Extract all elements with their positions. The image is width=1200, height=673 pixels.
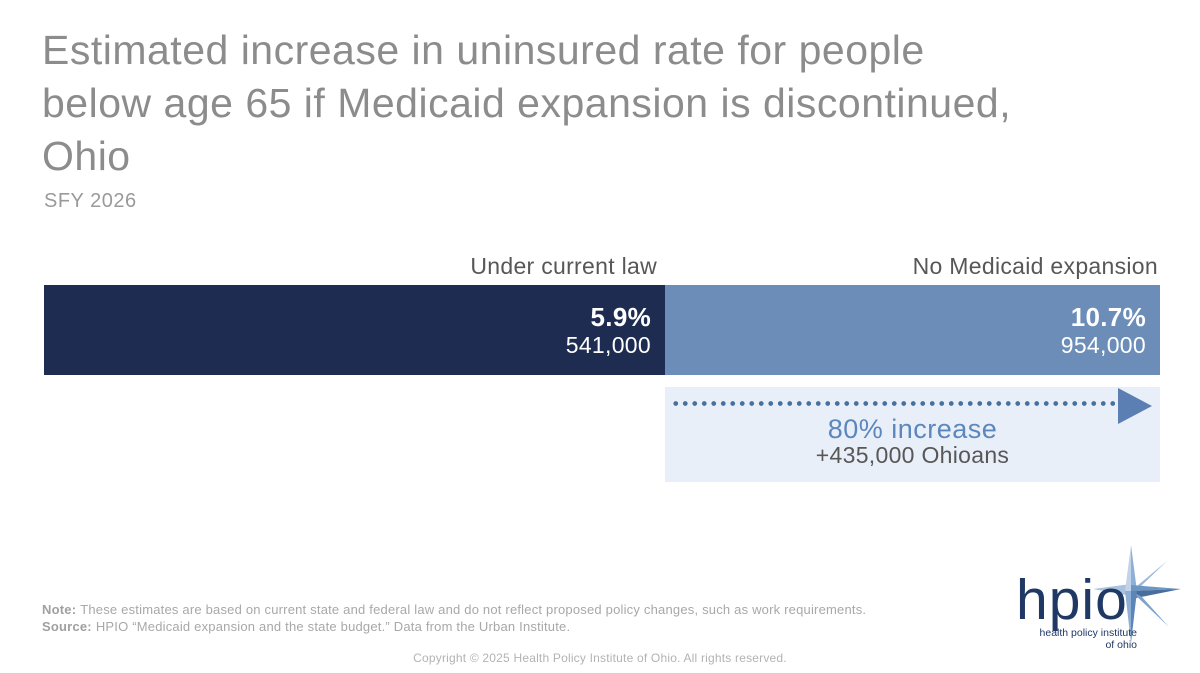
bar-current-law: 5.9% 541,000 <box>44 285 665 375</box>
hpio-wordmark: hpio <box>1016 568 1128 632</box>
category-label-current-law: Under current law <box>470 253 657 279</box>
current-law-percent: 5.9% <box>590 301 651 332</box>
logo-tagline-line2: of ohio <box>1105 639 1137 651</box>
title-line-1: Estimated increase in uninsured rate for… <box>42 27 925 73</box>
category-label-no-expansion: No Medicaid expansion <box>912 253 1158 279</box>
increase-annotation-panel: 80% increase +435,000 Ohioans <box>665 387 1160 482</box>
hpio-logo-graphic: hpio health policy institute of ohio <box>1016 545 1181 651</box>
no-expansion-count: 954,000 <box>1060 331 1146 358</box>
note-label: Note: <box>42 602 77 617</box>
page-title: Estimated increase in uninsured rate for… <box>42 24 1192 183</box>
no-expansion-percent: 10.7% <box>1070 301 1146 332</box>
increase-count-text: +435,000 Ohioans <box>815 442 1010 468</box>
increase-percent-text: 80% increase <box>827 414 998 444</box>
arrowhead-icon <box>1118 388 1152 424</box>
note-line: Note: These estimates are based on curren… <box>42 601 866 618</box>
copyright-text: Copyright © 2025 Health Policy Institute… <box>413 651 787 665</box>
source-label: Source: <box>42 619 92 634</box>
hpio-logo: hpio health policy institute of ohio <box>1015 543 1185 653</box>
current-law-count: 541,000 <box>565 331 651 358</box>
source-text: HPIO “Medicaid expansion and the state b… <box>95 619 571 634</box>
dotted-arrow-line <box>671 400 1115 407</box>
footnote-block: Note: These estimates are based on curren… <box>42 601 866 635</box>
note-text: These estimates are based on current sta… <box>80 602 867 617</box>
subtitle-sfy: SFY 2026 <box>44 190 137 212</box>
logo-tagline-line1: health policy institute <box>1040 627 1138 639</box>
title-line-3: Ohio <box>42 133 131 179</box>
source-line: Source: HPIO “Medicaid expansion and the … <box>42 618 866 635</box>
title-line-2: below age 65 if Medicaid expansion is di… <box>42 80 1012 126</box>
bar-no-expansion: 10.7% 954,000 <box>665 285 1160 375</box>
